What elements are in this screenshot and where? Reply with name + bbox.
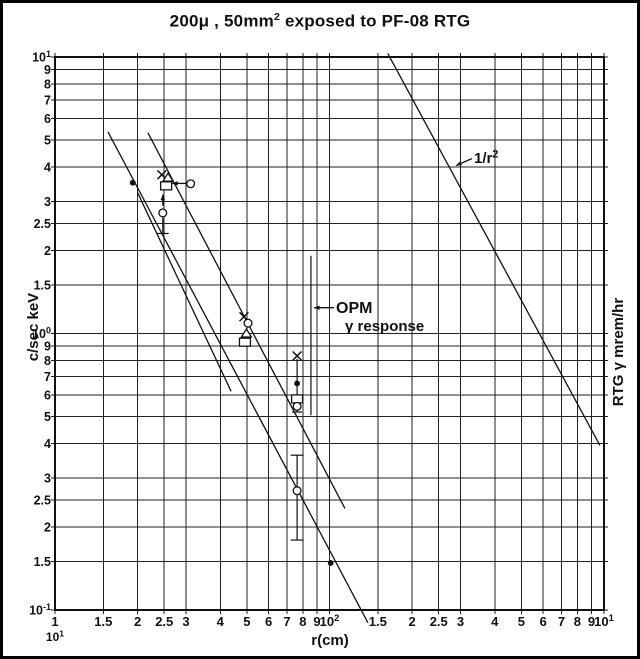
marker-dot — [327, 560, 334, 566]
x-tick-label: 1.5 — [369, 614, 387, 629]
y-axis-label-right: RTG γ mrem/hr — [610, 297, 627, 407]
x-tick-label: 1.5 — [94, 614, 112, 629]
y-tick-label: 5 — [44, 410, 51, 424]
y-tick-label: 9 — [44, 63, 51, 77]
y-tick-label: 9 — [44, 340, 51, 354]
plot-canvas: 10198765432.521.510098765432.521.510-111… — [29, 49, 614, 644]
marker-square — [290, 394, 304, 404]
x-tick-label: 5 — [243, 614, 250, 629]
x-tick-label: 2 — [134, 614, 141, 629]
y-tick-label: 7 — [44, 93, 51, 107]
detector-line-2 — [137, 192, 232, 392]
y-tick-label: 10-1 — [29, 602, 51, 618]
x-axis-label: r(cm) — [311, 632, 349, 649]
marker-circle — [243, 318, 253, 328]
circle-pointer-arrow-head — [172, 181, 178, 186]
y-tick-label: 3 — [44, 195, 51, 209]
x-tick-label: 8 — [574, 614, 581, 629]
x-tick-label: 9 — [588, 614, 595, 629]
y-tick-label: 2.5 — [34, 217, 51, 231]
y-tick-label: 2.5 — [34, 493, 51, 507]
x-tick-label: 9 — [313, 614, 320, 629]
y-tick-label: 6 — [44, 388, 51, 402]
marker-triangle — [240, 327, 253, 338]
detector-line — [107, 131, 369, 623]
x-tick-label: 2.5 — [155, 614, 173, 629]
y-tick-label: 2 — [44, 520, 51, 534]
x-tick-label: 7 — [283, 614, 290, 629]
y-tick-label: 8 — [44, 77, 51, 91]
marker-circle — [186, 179, 196, 189]
marker-circle — [292, 486, 302, 496]
inverse-square-line — [387, 53, 601, 446]
y-tick-label: 6 — [44, 112, 51, 126]
marker-square — [159, 181, 173, 191]
y-axis-label-left: c/sec keV — [25, 292, 42, 362]
axes-box — [54, 56, 605, 611]
y-tick-label: 7 — [44, 370, 51, 384]
marker-circle — [292, 401, 302, 411]
x-tick-label: 8 — [299, 614, 306, 629]
x-tick-label: 7 — [558, 614, 565, 629]
y-tick-label: 4 — [44, 161, 51, 175]
y-tick-label: 5 — [44, 134, 51, 148]
y-tick-label: 2 — [44, 244, 51, 258]
marker-circle — [158, 208, 168, 218]
y-tick-label: 100 — [32, 325, 51, 341]
y-tick-label: 1.5 — [34, 555, 51, 569]
opm-label: OPM — [336, 300, 372, 317]
y-tick-label: 1.5 — [34, 278, 51, 292]
x-tick-label: 4 — [217, 614, 225, 629]
marker-x — [292, 350, 303, 361]
x-tick-label: 2 — [409, 614, 416, 629]
marker-square — [238, 337, 252, 347]
x-tick-label: 2.5 — [430, 614, 448, 629]
y-tick-label: 101 — [32, 49, 51, 65]
marker-dot — [294, 380, 300, 387]
x-tick-label: 6 — [265, 614, 272, 629]
upper-limit-arrow-head — [160, 194, 166, 201]
chart-title: 200μ , 50mm2 exposed to PF-08 RTG — [169, 11, 471, 31]
marker-dot — [129, 179, 136, 186]
x-tick-label: 3 — [182, 614, 189, 629]
inverse-square-label: 1/r2 — [474, 148, 498, 167]
x-tick-label: 6 — [539, 614, 546, 629]
inverse-square-annotation-arrow-head — [456, 161, 463, 166]
x-tick-label: 3 — [457, 614, 464, 629]
opm-annotation-arrow-head — [313, 305, 320, 310]
y-tick-label: 4 — [44, 437, 51, 451]
y-tick-label: 8 — [44, 354, 51, 368]
x-tick-label: 101 — [594, 612, 614, 629]
x-tick-sublabel: 101 — [46, 628, 64, 644]
gamma-response-label: γ response — [345, 318, 424, 335]
x-tick-label: 4 — [491, 614, 499, 629]
x-tick-label: 5 — [518, 614, 525, 629]
y-tick-label: 3 — [44, 472, 51, 486]
x-tick-label: 1 — [51, 614, 58, 629]
x-tick-label: 102 — [320, 612, 340, 629]
